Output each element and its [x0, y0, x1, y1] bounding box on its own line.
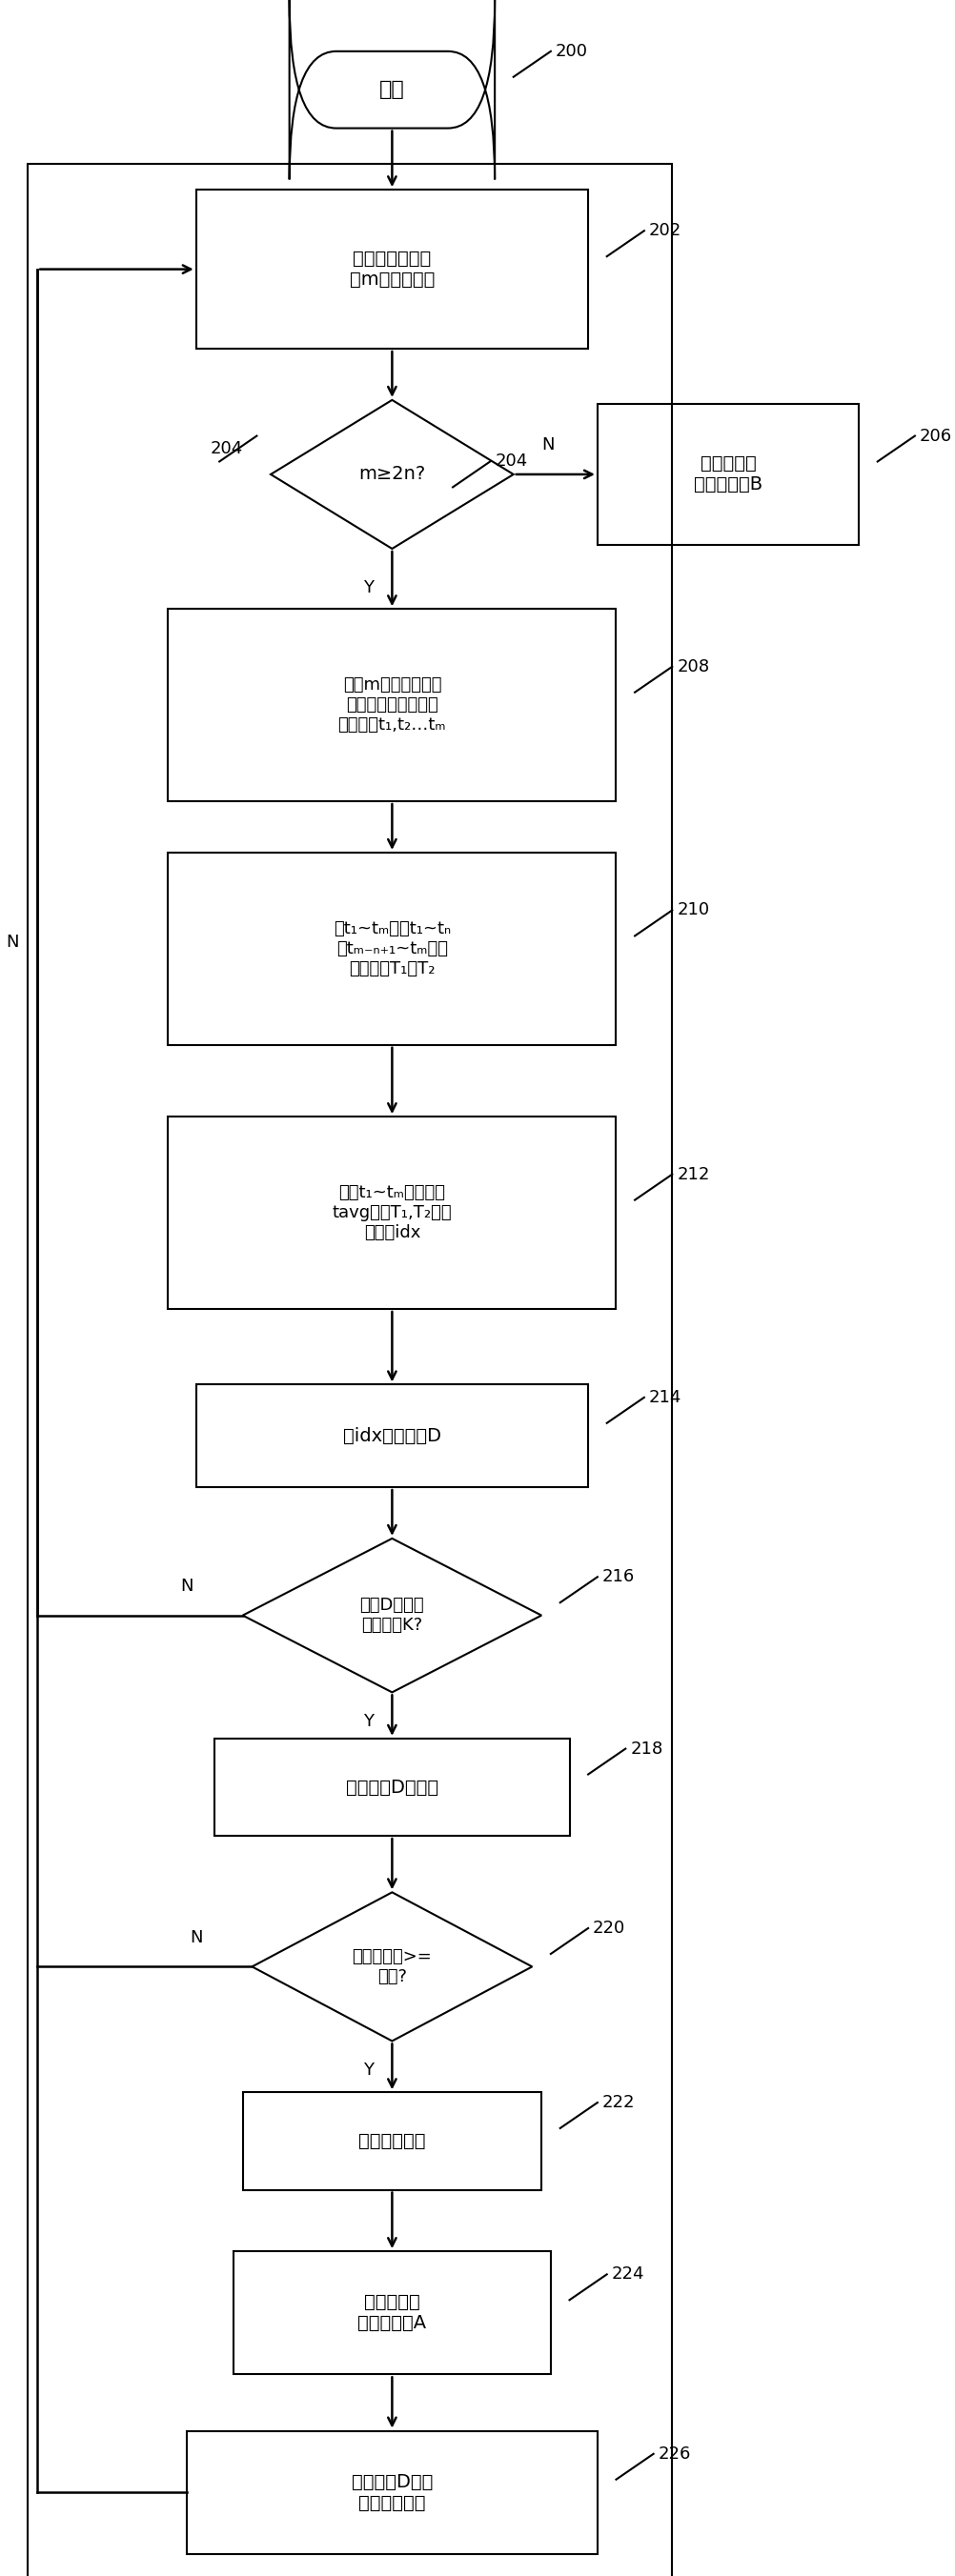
Text: N: N: [180, 1577, 193, 1595]
Text: 218: 218: [630, 1741, 663, 1757]
Text: 206: 206: [920, 428, 952, 446]
FancyBboxPatch shape: [215, 1739, 569, 1837]
Text: 204: 204: [495, 453, 527, 469]
Text: 计算t₁~tₘ的平均值
tavg，取T₁,T₂进行
计算出idx: 计算t₁~tₘ的平均值 tavg，取T₁,T₂进行 计算出idx: [332, 1185, 452, 1242]
Text: 开始: 开始: [379, 80, 405, 100]
Text: Y: Y: [364, 2061, 374, 2079]
Text: 数组D中元素
总数等于K?: 数组D中元素 总数等于K?: [360, 1597, 424, 1633]
Text: 208: 208: [677, 657, 710, 675]
Text: 删除数组D中最
早记录的元素: 删除数组D中最 早记录的元素: [351, 2473, 433, 2512]
Text: 将idx存入数组D: 将idx存入数组D: [343, 1427, 441, 1445]
Text: 212: 212: [677, 1167, 710, 1182]
Bar: [28, 165, 672, 2576]
Polygon shape: [243, 1538, 541, 1692]
Text: N: N: [190, 1929, 202, 1945]
FancyBboxPatch shape: [187, 2432, 598, 2553]
Text: 224: 224: [611, 2267, 645, 2282]
Text: 222: 222: [603, 2094, 635, 2112]
Text: 214: 214: [648, 1388, 682, 1406]
Text: m≥2n?: m≥2n?: [359, 466, 426, 484]
Text: 204: 204: [210, 440, 243, 459]
Text: 取t₁~tₘ中的t₁~tₙ
和tₘ₋ₙ₊₁~tₘ分析
形成数组T₁，T₂: 取t₁~tₘ中的t₁~tₙ 和tₘ₋ₙ₊₁~tₘ分析 形成数组T₁，T₂: [333, 920, 451, 976]
FancyBboxPatch shape: [289, 0, 495, 180]
Text: 202: 202: [648, 222, 682, 240]
Text: 210: 210: [677, 902, 710, 920]
Text: 226: 226: [658, 2445, 690, 2463]
Text: 用户心律不齐: 用户心律不齐: [358, 2133, 426, 2151]
Text: 220: 220: [593, 1919, 626, 1937]
Text: 分析数组D的元素: 分析数组D的元素: [346, 1777, 438, 1795]
Text: 提醒用户进
入测试模式A: 提醒用户进 入测试模式A: [358, 2293, 427, 2331]
Text: 血压测量，提取
得m个脉搏间隔: 血压测量，提取 得m个脉搏间隔: [350, 250, 435, 289]
FancyBboxPatch shape: [598, 404, 859, 546]
Text: 200: 200: [556, 44, 588, 59]
Text: 所有元素均>=
阈值?: 所有元素均>= 阈值?: [352, 1947, 432, 1986]
Text: 提醒用户进
入测试模式B: 提醒用户进 入测试模式B: [694, 456, 762, 495]
FancyBboxPatch shape: [243, 2092, 541, 2190]
Text: 216: 216: [603, 1569, 635, 1584]
FancyBboxPatch shape: [196, 1386, 588, 1486]
Text: Y: Y: [364, 1713, 374, 1731]
Text: N: N: [541, 438, 554, 453]
FancyBboxPatch shape: [168, 853, 616, 1046]
Text: N: N: [6, 933, 19, 951]
FancyBboxPatch shape: [233, 2251, 551, 2375]
Text: 对这m个脉搏间隔进
行由小到大排序并分
别定义为t₁,t₂…tₘ: 对这m个脉搏间隔进 行由小到大排序并分 别定义为t₁,t₂…tₘ: [338, 677, 446, 734]
FancyBboxPatch shape: [168, 1115, 616, 1309]
FancyBboxPatch shape: [168, 608, 616, 801]
Polygon shape: [252, 1893, 532, 2040]
FancyBboxPatch shape: [196, 191, 588, 348]
Text: Y: Y: [364, 580, 374, 598]
Polygon shape: [270, 399, 514, 549]
